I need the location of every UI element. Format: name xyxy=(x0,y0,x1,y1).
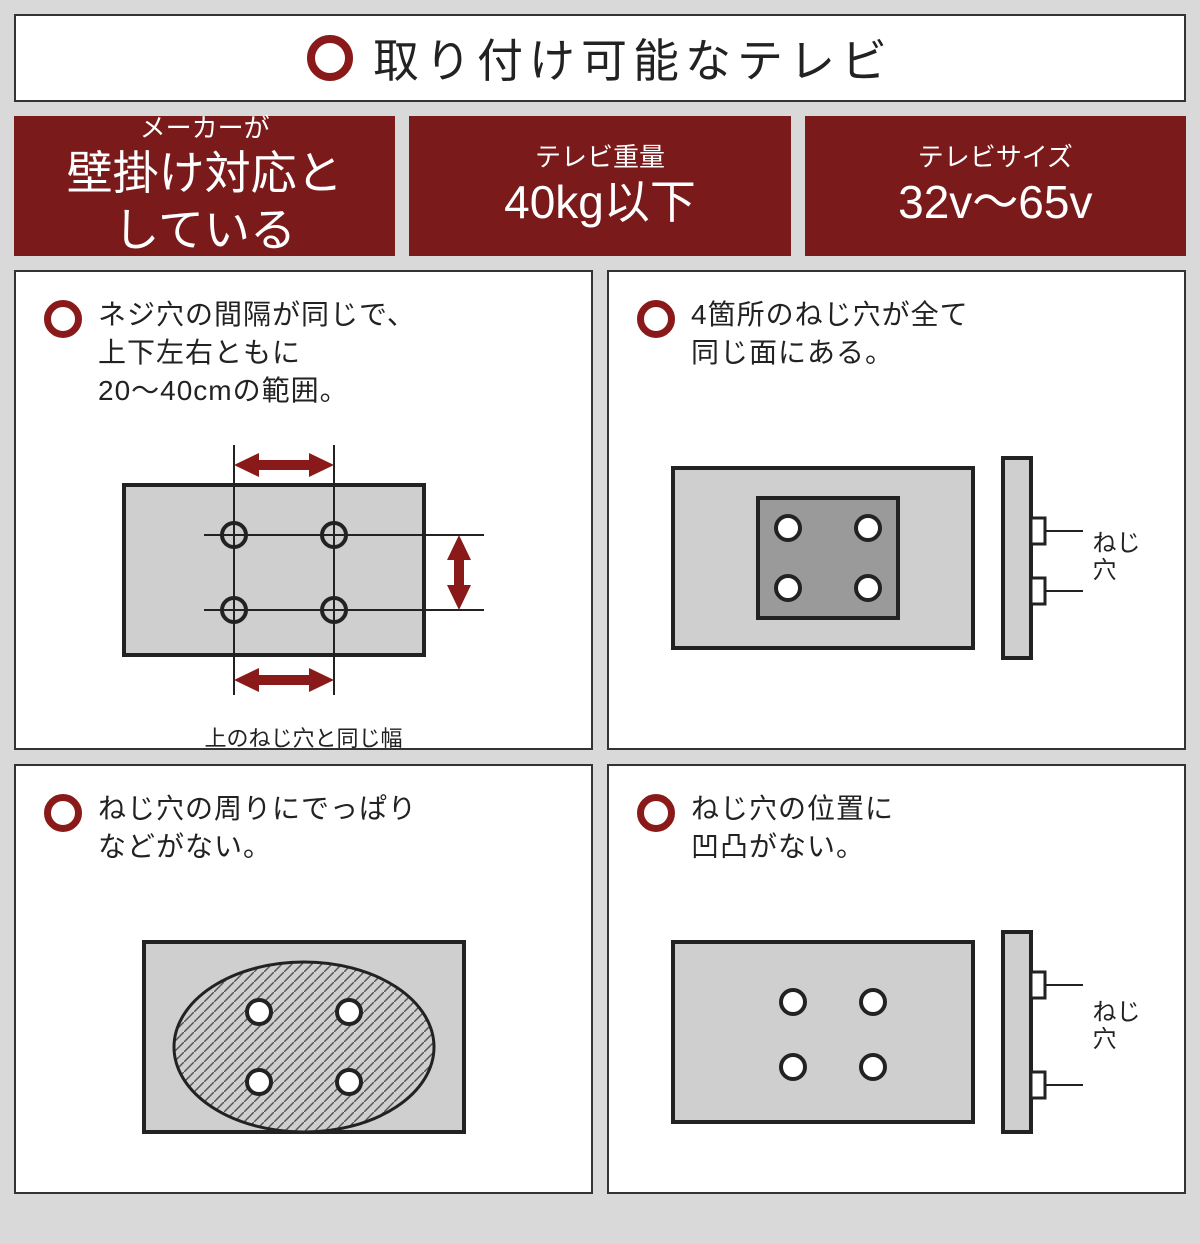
header-title: 取り付け可能なテレビ xyxy=(373,25,893,91)
cell-line: ねじ穴の位置に xyxy=(691,790,894,828)
side-label: 穴 xyxy=(1093,1027,1141,1053)
spec-text: 40kg以下 xyxy=(504,174,696,232)
cell-text: ねじ穴の位置に 凹凸がない。 xyxy=(691,790,894,866)
requirements-grid: ネジ穴の間隔が同じで、 上下左右ともに 20～40cmの範囲。 xyxy=(14,270,1186,1244)
diagram: ねじ 穴 xyxy=(637,882,1156,1172)
spec-text: 32v～65v xyxy=(898,174,1092,232)
spec-text: メーカーが xyxy=(140,112,270,145)
spec-text: テレビサイズ xyxy=(918,141,1073,174)
cell-head: 4箇所のねじ穴が全て 同じ面にある。 xyxy=(637,296,1156,372)
cell-line: ネジ穴の間隔が同じで、 xyxy=(98,296,416,334)
side-label: ねじ xyxy=(1093,531,1141,557)
spacing-diagram-svg xyxy=(84,425,524,715)
spec-row: メーカーが 壁掛け対応と している テレビ重量 40kg以下 テレビサイズ 32… xyxy=(14,116,1186,256)
diagram: ねじ 穴 xyxy=(637,388,1156,728)
plane-diagram-svg xyxy=(653,428,1153,688)
cell-text: ネジ穴の間隔が同じで、 上下左右ともに 20～40cmの範囲。 xyxy=(98,296,416,409)
cell-line: 4箇所のねじ穴が全て xyxy=(691,296,969,334)
spec-wallmount: メーカーが 壁掛け対応と している xyxy=(14,116,395,256)
circle-icon xyxy=(307,35,353,81)
spec-size: テレビサイズ 32v～65v xyxy=(805,116,1186,256)
side-label: 穴 xyxy=(1093,558,1141,584)
cell-line: などがない。 xyxy=(98,828,417,866)
side-label: ねじ xyxy=(1093,1000,1141,1026)
header: 取り付け可能なテレビ xyxy=(14,14,1186,102)
spec-text: テレビ重量 xyxy=(535,141,665,174)
cell-line: 上下左右ともに xyxy=(98,334,416,372)
circle-icon xyxy=(44,794,82,832)
cell-same-plane: 4箇所のねじ穴が全て 同じ面にある。 xyxy=(607,270,1186,750)
protrusion-diagram-svg xyxy=(114,902,494,1152)
cell-no-protrusion: ねじ穴の周りにでっぱり などがない。 xyxy=(14,764,593,1194)
cell-text: 4箇所のねじ穴が全て 同じ面にある。 xyxy=(691,296,969,372)
diagram xyxy=(44,425,563,715)
cell-line: 20～40cmの範囲。 xyxy=(98,372,416,410)
circle-icon xyxy=(637,300,675,338)
cell-line: 凹凸がない。 xyxy=(691,828,894,866)
cell-no-unevenness: ねじ穴の位置に 凹凸がない。 ねじ 穴 xyxy=(607,764,1186,1194)
spec-weight: テレビ重量 40kg以下 xyxy=(409,116,790,256)
side-label-group: ねじ 穴 xyxy=(1093,1000,1141,1053)
cell-head: ねじ穴の位置に 凹凸がない。 xyxy=(637,790,1156,866)
cell-head: ネジ穴の間隔が同じで、 上下左右ともに 20～40cmの範囲。 xyxy=(44,296,563,409)
diagram xyxy=(44,882,563,1172)
cell-spacing: ネジ穴の間隔が同じで、 上下左右ともに 20～40cmの範囲。 xyxy=(14,270,593,750)
cell-line: ねじ穴の周りにでっぱり xyxy=(98,790,417,828)
spec-text: 壁掛け対応と xyxy=(67,145,343,203)
cell-head: ねじ穴の周りにでっぱり などがない。 xyxy=(44,790,563,866)
cell-text: ねじ穴の周りにでっぱり などがない。 xyxy=(98,790,417,866)
uneven-diagram-svg xyxy=(653,902,1153,1152)
diagram-caption: 上のねじ穴と同じ幅 xyxy=(44,721,563,753)
spec-text: している xyxy=(113,202,296,260)
circle-icon xyxy=(637,794,675,832)
side-label-group: ねじ 穴 xyxy=(1093,531,1141,584)
circle-icon xyxy=(44,300,82,338)
cell-line: 同じ面にある。 xyxy=(691,334,969,372)
